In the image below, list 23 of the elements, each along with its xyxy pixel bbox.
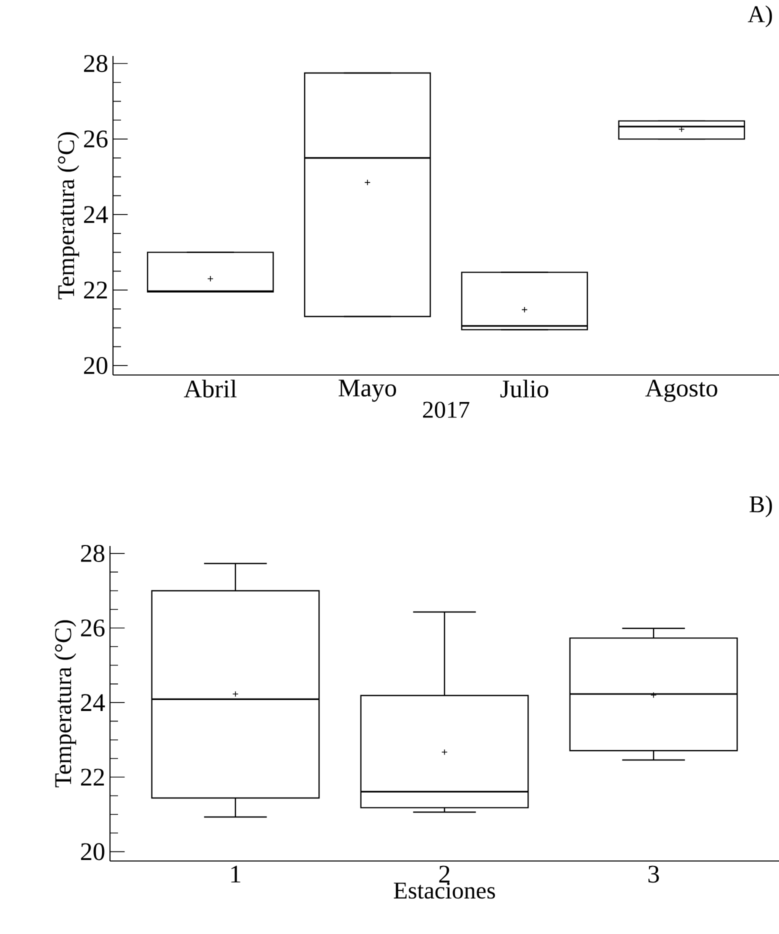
x-tick-label: Abril — [184, 380, 237, 398]
x-tick-label: Mayo — [338, 380, 396, 402]
x-tick-label: Agosto — [645, 380, 718, 402]
x-tick-label: 3 — [648, 866, 659, 883]
y-tick-label: 20 — [84, 357, 108, 374]
y-tick-label: 22 — [81, 768, 104, 786]
y-tick-label: 26 — [81, 619, 105, 637]
y-axis-title: Temperatura (°C) — [57, 132, 80, 300]
x-axis-title: 2017 — [423, 402, 470, 418]
y-tick-label: 28 — [84, 55, 108, 72]
y-tick-label: 20 — [81, 843, 104, 860]
x-tick-label: Julio — [500, 380, 548, 398]
chart-title: A) — [748, 5, 772, 28]
y-tick-label: 26 — [84, 130, 108, 148]
y-tick-label: 22 — [84, 282, 107, 298]
y-tick-label: 24 — [81, 694, 105, 711]
y-axis-title: Temperatura (°C) — [54, 620, 76, 788]
y-tick-label: 24 — [84, 206, 108, 223]
chart-title: B) — [750, 496, 772, 518]
x-tick-label: 1 — [231, 866, 240, 882]
x-axis-title: Estaciones — [394, 882, 495, 899]
y-tick-label: 28 — [81, 544, 104, 562]
x-tick-label: 2 — [439, 866, 450, 882]
